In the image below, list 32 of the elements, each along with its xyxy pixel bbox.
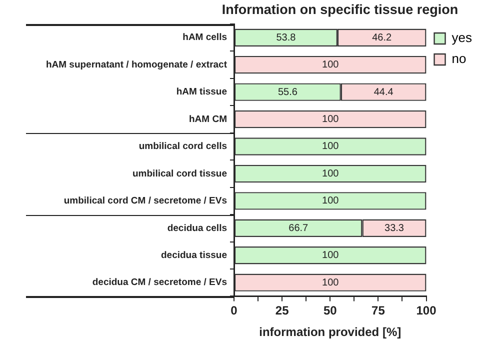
x-axis-title: information provided [%] — [259, 325, 402, 340]
data-label: 100 — [322, 196, 340, 207]
data-label: 46.2 — [372, 32, 392, 44]
data-label: 55.6 — [278, 86, 298, 98]
data-label: 33.3 — [384, 222, 404, 234]
y-tick-label: umbilical cord tissue — [132, 168, 227, 180]
y-tick-label: hAM CM — [189, 114, 228, 125]
y-tick-label: hAM supernatant / homogenate / extract — [46, 59, 228, 70]
y-tick-label: decidua CM / secretome / EVs — [92, 277, 227, 288]
x-tick-label: 0 — [230, 304, 238, 318]
x-tick-label: 50 — [323, 304, 338, 318]
data-label: 66.7 — [288, 222, 309, 234]
y-tick-label: decidua cells — [167, 222, 227, 234]
data-label: 100 — [322, 250, 340, 262]
y-tick-label: umbilical cord cells — [138, 141, 227, 152]
data-label: 100 — [322, 277, 340, 288]
data-label: 53.8 — [276, 32, 296, 44]
data-label: 100 — [322, 141, 340, 152]
data-label: 44.4 — [374, 86, 394, 98]
x-tick-label: 100 — [416, 304, 437, 318]
data-label: 100 — [322, 60, 340, 71]
legend-label: no — [452, 51, 466, 66]
data-label: 100 — [322, 168, 340, 180]
chart-title: Information on specific tissue region — [220, 2, 460, 17]
x-tick-label: 75 — [372, 304, 386, 318]
x-tick-label: 25 — [275, 304, 290, 318]
y-tick-label: umbilical cord CM / secretome / EVs — [64, 196, 227, 207]
legend-label: yes — [452, 30, 472, 46]
y-tick-label: decidua tissue — [161, 250, 227, 261]
y-tick-label: hAM cells — [182, 32, 227, 44]
y-tick-label: hAM tissue — [176, 86, 227, 98]
data-label: 100 — [322, 114, 340, 126]
